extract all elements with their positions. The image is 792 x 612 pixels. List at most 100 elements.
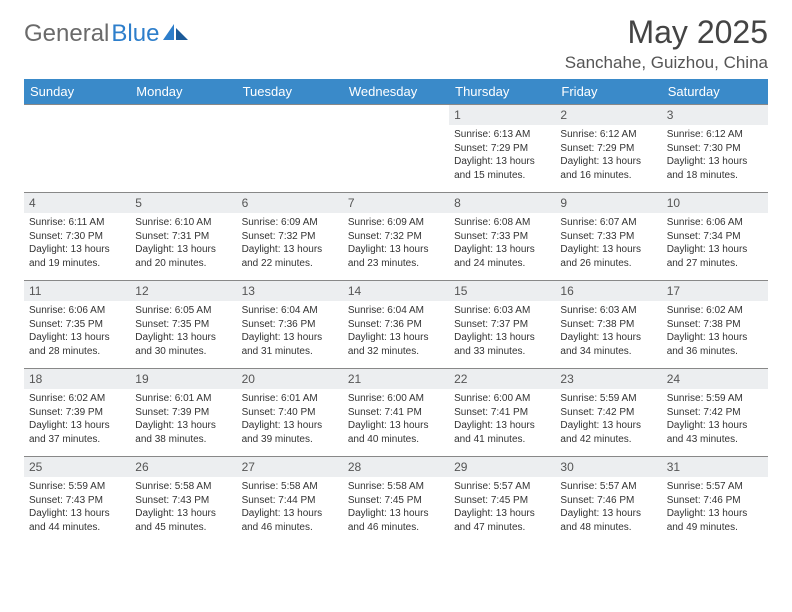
- calendar-cell: 6Sunrise: 6:09 AMSunset: 7:32 PMDaylight…: [237, 193, 343, 281]
- daylight-text: Daylight: 13 hours and 44 minutes.: [29, 507, 125, 534]
- sunrise-text: Sunrise: 6:03 AM: [454, 304, 550, 318]
- day-body: Sunrise: 6:01 AMSunset: 7:39 PMDaylight:…: [130, 389, 236, 450]
- calendar-cell: 5Sunrise: 6:10 AMSunset: 7:31 PMDaylight…: [130, 193, 236, 281]
- day-body: Sunrise: 6:01 AMSunset: 7:40 PMDaylight:…: [237, 389, 343, 450]
- sunset-text: Sunset: 7:39 PM: [135, 406, 231, 420]
- day-body: Sunrise: 6:12 AMSunset: 7:30 PMDaylight:…: [662, 125, 768, 186]
- sunrise-text: Sunrise: 6:05 AM: [135, 304, 231, 318]
- sunset-text: Sunset: 7:41 PM: [348, 406, 444, 420]
- day-number: 8: [449, 193, 555, 213]
- day-number: 23: [555, 369, 661, 389]
- calendar-cell: 26Sunrise: 5:58 AMSunset: 7:43 PMDayligh…: [130, 457, 236, 545]
- sunrise-text: Sunrise: 5:59 AM: [560, 392, 656, 406]
- day-body: Sunrise: 5:57 AMSunset: 7:45 PMDaylight:…: [449, 477, 555, 538]
- calendar-cell: 24Sunrise: 5:59 AMSunset: 7:42 PMDayligh…: [662, 369, 768, 457]
- sunset-text: Sunset: 7:29 PM: [560, 142, 656, 156]
- day-body: Sunrise: 5:58 AMSunset: 7:44 PMDaylight:…: [237, 477, 343, 538]
- day-number: 4: [24, 193, 130, 213]
- day-number: 22: [449, 369, 555, 389]
- sunset-text: Sunset: 7:43 PM: [135, 494, 231, 508]
- sunset-text: Sunset: 7:43 PM: [29, 494, 125, 508]
- location-subtitle: Sanchahe, Guizhou, China: [565, 53, 768, 73]
- sunset-text: Sunset: 7:32 PM: [242, 230, 338, 244]
- daylight-text: Daylight: 13 hours and 43 minutes.: [667, 419, 763, 446]
- daylight-text: Daylight: 13 hours and 37 minutes.: [29, 419, 125, 446]
- daylight-text: Daylight: 13 hours and 22 minutes.: [242, 243, 338, 270]
- sunset-text: Sunset: 7:40 PM: [242, 406, 338, 420]
- sunset-text: Sunset: 7:42 PM: [667, 406, 763, 420]
- day-number: 18: [24, 369, 130, 389]
- calendar-cell: 29Sunrise: 5:57 AMSunset: 7:45 PMDayligh…: [449, 457, 555, 545]
- day-number: 10: [662, 193, 768, 213]
- daylight-text: Daylight: 13 hours and 49 minutes.: [667, 507, 763, 534]
- day-body: Sunrise: 5:59 AMSunset: 7:42 PMDaylight:…: [555, 389, 661, 450]
- calendar-cell: 10Sunrise: 6:06 AMSunset: 7:34 PMDayligh…: [662, 193, 768, 281]
- day-number: 29: [449, 457, 555, 477]
- sunrise-text: Sunrise: 6:12 AM: [560, 128, 656, 142]
- calendar-cell: 21Sunrise: 6:00 AMSunset: 7:41 PMDayligh…: [343, 369, 449, 457]
- calendar-cell: 27Sunrise: 5:58 AMSunset: 7:44 PMDayligh…: [237, 457, 343, 545]
- sunrise-text: Sunrise: 6:01 AM: [242, 392, 338, 406]
- header: GeneralBlue May 2025 Sanchahe, Guizhou, …: [24, 14, 768, 73]
- sunset-text: Sunset: 7:31 PM: [135, 230, 231, 244]
- day-body: Sunrise: 6:00 AMSunset: 7:41 PMDaylight:…: [449, 389, 555, 450]
- daylight-text: Daylight: 13 hours and 31 minutes.: [242, 331, 338, 358]
- day-number: 11: [24, 281, 130, 301]
- sunset-text: Sunset: 7:35 PM: [29, 318, 125, 332]
- day-number: 6: [237, 193, 343, 213]
- sunrise-text: Sunrise: 5:58 AM: [348, 480, 444, 494]
- day-number: 17: [662, 281, 768, 301]
- calendar-cell: 7Sunrise: 6:09 AMSunset: 7:32 PMDaylight…: [343, 193, 449, 281]
- day-number: 15: [449, 281, 555, 301]
- calendar-cell: 30Sunrise: 5:57 AMSunset: 7:46 PMDayligh…: [555, 457, 661, 545]
- logo: GeneralBlue: [24, 20, 189, 48]
- daylight-text: Daylight: 13 hours and 45 minutes.: [135, 507, 231, 534]
- day-body: Sunrise: 6:03 AMSunset: 7:38 PMDaylight:…: [555, 301, 661, 362]
- col-tuesday: Tuesday: [237, 79, 343, 105]
- calendar-cell: 17Sunrise: 6:02 AMSunset: 7:38 PMDayligh…: [662, 281, 768, 369]
- daylight-text: Daylight: 13 hours and 33 minutes.: [454, 331, 550, 358]
- col-wednesday: Wednesday: [343, 79, 449, 105]
- sunset-text: Sunset: 7:34 PM: [667, 230, 763, 244]
- calendar-week-row: 4Sunrise: 6:11 AMSunset: 7:30 PMDaylight…: [24, 193, 768, 281]
- day-body: Sunrise: 5:59 AMSunset: 7:43 PMDaylight:…: [24, 477, 130, 538]
- day-body: Sunrise: 6:10 AMSunset: 7:31 PMDaylight:…: [130, 213, 236, 274]
- day-number: 2: [555, 105, 661, 125]
- calendar-header-row: Sunday Monday Tuesday Wednesday Thursday…: [24, 79, 768, 105]
- calendar-cell: 20Sunrise: 6:01 AMSunset: 7:40 PMDayligh…: [237, 369, 343, 457]
- daylight-text: Daylight: 13 hours and 27 minutes.: [667, 243, 763, 270]
- daylight-text: Daylight: 13 hours and 26 minutes.: [560, 243, 656, 270]
- daylight-text: Daylight: 13 hours and 40 minutes.: [348, 419, 444, 446]
- calendar-cell: [24, 105, 130, 193]
- daylight-text: Daylight: 13 hours and 46 minutes.: [242, 507, 338, 534]
- daylight-text: Daylight: 13 hours and 20 minutes.: [135, 243, 231, 270]
- calendar-cell: 19Sunrise: 6:01 AMSunset: 7:39 PMDayligh…: [130, 369, 236, 457]
- calendar-cell: 23Sunrise: 5:59 AMSunset: 7:42 PMDayligh…: [555, 369, 661, 457]
- sunrise-text: Sunrise: 6:13 AM: [454, 128, 550, 142]
- calendar-cell: 4Sunrise: 6:11 AMSunset: 7:30 PMDaylight…: [24, 193, 130, 281]
- col-monday: Monday: [130, 79, 236, 105]
- day-body: Sunrise: 6:06 AMSunset: 7:34 PMDaylight:…: [662, 213, 768, 274]
- logo-text-b: Blue: [111, 20, 159, 48]
- sunrise-text: Sunrise: 6:02 AM: [667, 304, 763, 318]
- sunset-text: Sunset: 7:39 PM: [29, 406, 125, 420]
- day-number: 28: [343, 457, 449, 477]
- sunset-text: Sunset: 7:44 PM: [242, 494, 338, 508]
- day-body: Sunrise: 6:04 AMSunset: 7:36 PMDaylight:…: [343, 301, 449, 362]
- sunrise-text: Sunrise: 6:12 AM: [667, 128, 763, 142]
- day-body: Sunrise: 5:58 AMSunset: 7:45 PMDaylight:…: [343, 477, 449, 538]
- day-body: Sunrise: 6:07 AMSunset: 7:33 PMDaylight:…: [555, 213, 661, 274]
- day-number: 27: [237, 457, 343, 477]
- calendar-cell: 9Sunrise: 6:07 AMSunset: 7:33 PMDaylight…: [555, 193, 661, 281]
- sunrise-text: Sunrise: 5:59 AM: [667, 392, 763, 406]
- daylight-text: Daylight: 13 hours and 36 minutes.: [667, 331, 763, 358]
- daylight-text: Daylight: 13 hours and 41 minutes.: [454, 419, 550, 446]
- day-body: Sunrise: 5:58 AMSunset: 7:43 PMDaylight:…: [130, 477, 236, 538]
- daylight-text: Daylight: 13 hours and 18 minutes.: [667, 155, 763, 182]
- sunset-text: Sunset: 7:35 PM: [135, 318, 231, 332]
- day-body: Sunrise: 6:11 AMSunset: 7:30 PMDaylight:…: [24, 213, 130, 274]
- daylight-text: Daylight: 13 hours and 48 minutes.: [560, 507, 656, 534]
- day-body: Sunrise: 6:05 AMSunset: 7:35 PMDaylight:…: [130, 301, 236, 362]
- calendar-cell: [130, 105, 236, 193]
- sunrise-text: Sunrise: 6:03 AM: [560, 304, 656, 318]
